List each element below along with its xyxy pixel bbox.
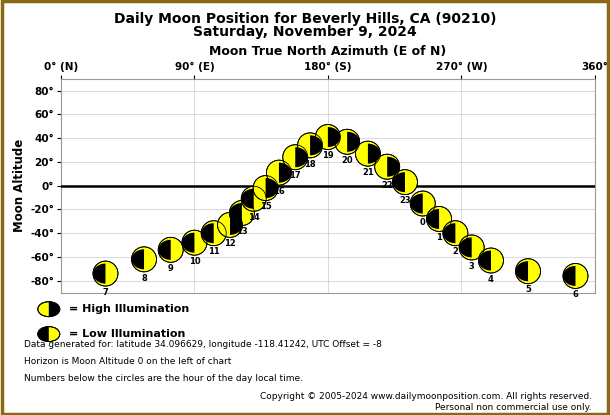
Wedge shape: [443, 223, 456, 243]
Text: Horizon is Moon Altitude 0 on the left of chart: Horizon is Moon Altitude 0 on the left o…: [24, 357, 232, 366]
Text: 6: 6: [573, 290, 578, 299]
Ellipse shape: [459, 235, 484, 260]
Wedge shape: [515, 261, 528, 281]
Wedge shape: [347, 132, 360, 152]
Y-axis label: Moon Altitude: Moon Altitude: [13, 139, 26, 232]
Wedge shape: [265, 178, 278, 198]
Wedge shape: [182, 233, 195, 253]
Wedge shape: [158, 240, 171, 260]
Wedge shape: [310, 135, 323, 155]
Text: 17: 17: [289, 171, 301, 181]
Text: = High Illumination: = High Illumination: [69, 304, 189, 314]
Wedge shape: [426, 209, 439, 229]
Ellipse shape: [411, 191, 436, 216]
Text: Data generated for: latitude 34.096629, longitude -118.41242, UTC Offset = -8: Data generated for: latitude 34.096629, …: [24, 340, 382, 349]
Ellipse shape: [241, 186, 266, 211]
Text: 23: 23: [399, 196, 411, 205]
Ellipse shape: [283, 145, 308, 170]
Ellipse shape: [478, 248, 503, 273]
Text: Personal non commercial use only.: Personal non commercial use only.: [435, 403, 592, 412]
Text: Copyright © 2005-2024 www.dailymoonposition.com. All rights reserved.: Copyright © 2005-2024 www.dailymoonposit…: [260, 392, 592, 401]
Wedge shape: [132, 249, 144, 269]
Text: 22: 22: [381, 181, 393, 190]
Wedge shape: [201, 223, 214, 243]
Ellipse shape: [315, 124, 340, 149]
Text: Daily Moon Position for Beverly Hills, CA (90210): Daily Moon Position for Beverly Hills, C…: [113, 12, 497, 27]
Wedge shape: [279, 163, 292, 183]
Text: 12: 12: [224, 239, 236, 248]
Ellipse shape: [356, 141, 381, 166]
Ellipse shape: [515, 259, 540, 284]
Ellipse shape: [563, 264, 588, 288]
Ellipse shape: [229, 200, 254, 225]
Wedge shape: [295, 147, 308, 167]
X-axis label: Moon True North Azimuth (E of N): Moon True North Azimuth (E of N): [209, 45, 447, 58]
Wedge shape: [368, 144, 381, 164]
Wedge shape: [328, 127, 340, 147]
Ellipse shape: [443, 221, 468, 246]
Ellipse shape: [267, 160, 292, 185]
Ellipse shape: [93, 261, 118, 286]
Ellipse shape: [335, 129, 360, 154]
Text: 1: 1: [436, 233, 442, 242]
Ellipse shape: [375, 154, 400, 179]
Wedge shape: [392, 172, 405, 192]
Ellipse shape: [182, 230, 207, 255]
Wedge shape: [411, 193, 423, 214]
Ellipse shape: [132, 247, 157, 272]
Ellipse shape: [298, 133, 323, 158]
Text: 20: 20: [342, 156, 353, 165]
Text: Saturday, November 9, 2024: Saturday, November 9, 2024: [193, 25, 417, 39]
Text: Numbers below the circles are the hour of the day local time.: Numbers below the circles are the hour o…: [24, 374, 303, 383]
Text: 8: 8: [141, 273, 147, 283]
Wedge shape: [229, 203, 242, 223]
Text: 19: 19: [322, 151, 334, 160]
Ellipse shape: [253, 176, 278, 200]
Wedge shape: [478, 251, 491, 271]
Ellipse shape: [392, 170, 417, 195]
Text: 7: 7: [102, 288, 109, 297]
Wedge shape: [230, 215, 243, 235]
Text: 11: 11: [208, 247, 220, 256]
Ellipse shape: [218, 212, 243, 237]
Text: 21: 21: [362, 168, 374, 177]
Text: = Low Illumination: = Low Illumination: [69, 329, 185, 339]
Ellipse shape: [158, 237, 183, 262]
Text: 13: 13: [236, 227, 248, 236]
Wedge shape: [563, 266, 575, 286]
Text: 10: 10: [188, 257, 200, 266]
Text: 4: 4: [488, 275, 494, 284]
Text: 18: 18: [304, 160, 316, 168]
Ellipse shape: [201, 221, 226, 246]
Wedge shape: [387, 157, 400, 177]
Text: 14: 14: [248, 213, 260, 222]
Wedge shape: [93, 264, 106, 283]
Ellipse shape: [426, 206, 451, 232]
Text: 15: 15: [260, 203, 271, 211]
Text: 3: 3: [469, 262, 475, 271]
Text: 16: 16: [273, 187, 285, 196]
Text: 5: 5: [525, 286, 531, 295]
Text: 9: 9: [168, 264, 174, 273]
Wedge shape: [459, 237, 472, 257]
Wedge shape: [241, 189, 254, 209]
Text: 0: 0: [420, 218, 426, 227]
Text: 2: 2: [453, 247, 458, 256]
